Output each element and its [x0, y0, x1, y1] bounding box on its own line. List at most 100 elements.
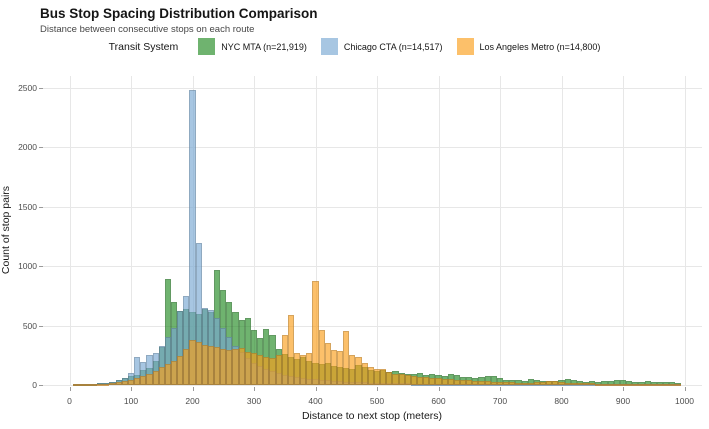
histogram-bar — [361, 363, 368, 385]
histogram-bar — [367, 366, 374, 385]
histogram-bar — [626, 383, 633, 386]
histogram-bar — [349, 355, 356, 385]
histogram-bar — [220, 348, 227, 385]
histogram-bar — [675, 384, 682, 386]
x-tick-label: 200 — [185, 396, 200, 406]
gridline-y — [42, 87, 702, 89]
histogram-bar — [257, 354, 264, 385]
histogram-bar — [601, 383, 608, 386]
histogram-bar — [435, 378, 442, 385]
histogram-bar — [484, 381, 491, 385]
y-tick — [39, 87, 43, 89]
x-axis-title: Distance to next stop (meters) — [301, 410, 443, 422]
histogram-bar — [318, 330, 325, 385]
histogram-bar — [392, 373, 399, 385]
histogram-bar — [127, 379, 135, 385]
y-tick — [39, 266, 43, 267]
histogram-bar — [214, 347, 221, 385]
histogram-bar — [183, 349, 190, 385]
histogram-bar — [613, 383, 620, 386]
x-tick — [131, 387, 132, 391]
histogram-bar — [583, 383, 590, 386]
histogram-bar — [373, 368, 381, 385]
gridline-x — [377, 76, 378, 386]
chart-subtitle: Distance between consecutive stops on ea… — [40, 24, 255, 35]
y-tick-label: 2000 — [18, 142, 37, 152]
histogram-bar — [78, 384, 85, 386]
x-tick — [254, 387, 255, 391]
histogram-bar — [91, 384, 98, 386]
histogram-bar — [552, 381, 559, 385]
histogram-bar — [115, 382, 122, 385]
x-tick — [315, 387, 317, 391]
y-tick-label: 0 — [32, 380, 37, 390]
histogram-bar — [170, 360, 178, 385]
gridline-x — [684, 76, 686, 386]
histogram-bar — [423, 377, 430, 385]
histogram-bar — [244, 351, 251, 385]
gridline-x — [254, 76, 255, 386]
histogram-bar — [312, 281, 319, 385]
histogram-bar — [650, 384, 657, 386]
histogram-bar — [447, 379, 454, 385]
histogram-bar — [281, 335, 288, 385]
gridline-x — [561, 76, 563, 386]
histogram-bar — [558, 382, 565, 385]
histogram-bar — [293, 353, 301, 385]
histogram-bar — [638, 384, 645, 386]
histogram-bar — [521, 382, 528, 385]
histogram-bar — [607, 383, 614, 386]
histogram-bar — [453, 379, 461, 385]
gridline-y — [42, 325, 702, 327]
histogram-bar — [269, 358, 276, 385]
legend-label-la-metro: Los Angeles Metro (n=14,800) — [479, 41, 601, 52]
histogram-bar — [177, 356, 184, 385]
y-tick-label: 1500 — [18, 201, 37, 212]
histogram-bar — [355, 357, 362, 385]
x-tick — [69, 387, 71, 391]
x-tick-label: 100 — [123, 396, 139, 406]
gridline-x — [131, 76, 132, 386]
x-tick-label: 800 — [554, 396, 569, 406]
histogram-bar — [386, 372, 393, 385]
histogram-bar — [662, 384, 670, 386]
histogram-bar — [306, 352, 313, 385]
histogram-bar — [263, 357, 270, 385]
x-tick-label: 600 — [431, 396, 446, 406]
y-tick — [39, 206, 43, 208]
histogram-bar — [416, 376, 424, 385]
histogram-bar — [189, 340, 196, 385]
y-axis-title: Count of stop pairs — [0, 185, 12, 275]
y-tick — [39, 325, 43, 327]
gridline-x — [623, 76, 624, 386]
legend-label-chicago-cta: Chicago CTA (n=14,517) — [343, 41, 443, 52]
histogram-bar — [158, 367, 165, 385]
histogram-bar — [134, 378, 141, 385]
histogram-bar — [619, 383, 627, 386]
histogram-bar — [595, 383, 602, 386]
histogram-bar — [97, 384, 104, 386]
y-tick — [39, 147, 43, 148]
gridline-x — [69, 76, 71, 386]
x-tick — [438, 387, 440, 391]
histogram-bar — [478, 380, 485, 385]
y-tick-label: 2500 — [18, 82, 37, 93]
histogram-bar — [546, 380, 553, 385]
histogram-bar — [300, 354, 307, 385]
histogram-bar — [539, 381, 547, 385]
histogram-bar — [410, 375, 417, 385]
legend-swatch-la-metro — [456, 38, 474, 55]
histogram-bar — [324, 343, 331, 385]
histogram-bar — [250, 353, 258, 385]
histogram-bar — [72, 384, 79, 386]
histogram-bar — [496, 381, 504, 385]
x-tick-label: 500 — [369, 396, 385, 406]
histogram-bar — [84, 384, 92, 386]
x-tick-label: 700 — [492, 396, 508, 406]
histogram-bar — [103, 383, 110, 386]
legend-label-nyc-mta: NYC MTA (n=21,919) — [221, 41, 307, 52]
histogram-bar — [644, 384, 651, 386]
x-tick — [684, 387, 686, 391]
gridline-x — [315, 76, 317, 386]
legend-swatch-nyc-mta — [198, 38, 216, 55]
